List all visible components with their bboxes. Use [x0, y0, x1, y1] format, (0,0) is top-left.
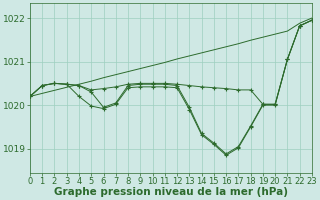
- X-axis label: Graphe pression niveau de la mer (hPa): Graphe pression niveau de la mer (hPa): [54, 187, 288, 197]
